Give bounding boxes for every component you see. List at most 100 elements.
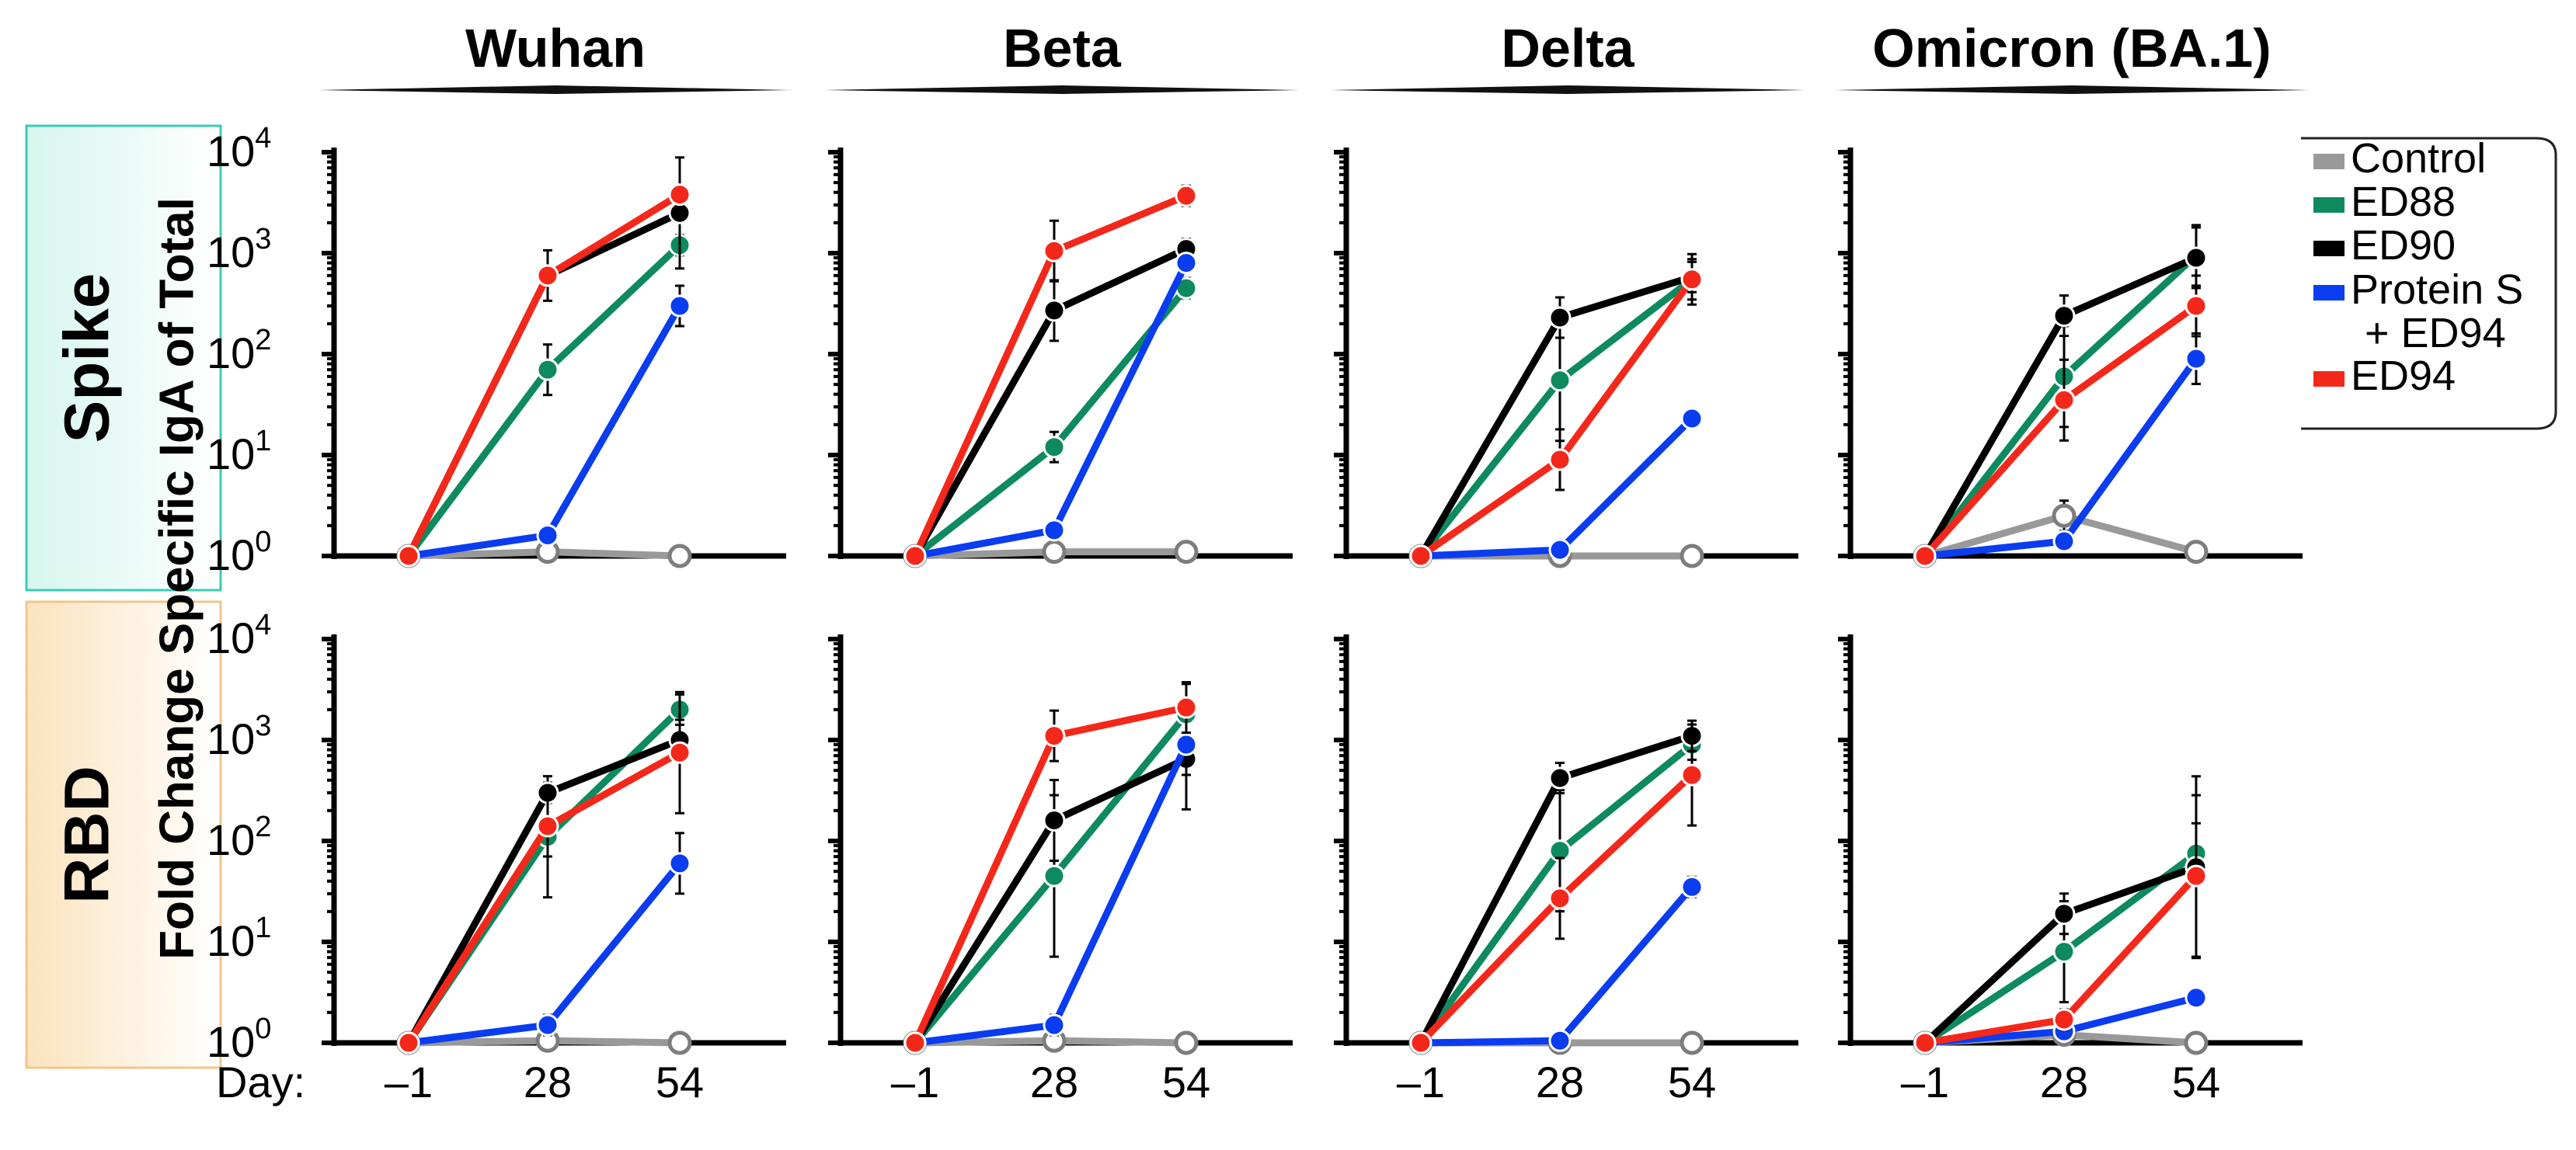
y-tick-label: 103 bbox=[207, 223, 271, 276]
series-ed94 bbox=[397, 183, 691, 568]
data-point bbox=[1043, 808, 1066, 832]
y-tick-exponent: 2 bbox=[255, 811, 271, 843]
legend-label: Control bbox=[2351, 135, 2486, 182]
y-tick-exponent: 3 bbox=[255, 223, 271, 255]
data-point bbox=[397, 1031, 420, 1054]
data-point bbox=[2052, 530, 2076, 553]
legend-swatch bbox=[2313, 285, 2345, 301]
data-point bbox=[1409, 1031, 1432, 1054]
x-axis-prefix: Day: bbox=[216, 1058, 305, 1107]
series-protein-s-ed94 bbox=[903, 252, 1198, 568]
y-tick-base: 10 bbox=[207, 1017, 255, 1066]
data-point bbox=[536, 264, 559, 287]
series-line bbox=[911, 245, 1190, 560]
data-point bbox=[2184, 540, 2209, 565]
y-tick-label: 102 bbox=[207, 811, 271, 864]
series-ed88 bbox=[397, 693, 691, 1054]
data-point bbox=[2052, 1008, 2076, 1031]
x-tick-label: –1 bbox=[385, 1058, 433, 1107]
legend-label: ED90 bbox=[2351, 222, 2456, 269]
y-tick-base: 10 bbox=[207, 228, 255, 276]
x-tick-label: –1 bbox=[1901, 1058, 1949, 1107]
data-point bbox=[2184, 246, 2208, 269]
series-line bbox=[911, 284, 1190, 560]
legend-frame bbox=[2301, 137, 2557, 430]
data-point bbox=[903, 544, 927, 568]
data-point bbox=[2184, 864, 2208, 888]
series-ed94 bbox=[903, 681, 1198, 1054]
data-point bbox=[536, 1013, 559, 1037]
y-tick-exponent: 1 bbox=[255, 912, 271, 944]
column-title-underline bbox=[1835, 85, 2309, 94]
data-point bbox=[2184, 294, 2208, 318]
y-tick-label: 101 bbox=[207, 425, 271, 478]
data-point bbox=[1174, 1030, 1199, 1055]
data-point bbox=[1548, 538, 1572, 561]
series-ed88 bbox=[1409, 258, 1704, 568]
data-point bbox=[2052, 304, 2076, 328]
x-tick-label: –1 bbox=[1397, 1058, 1445, 1107]
x-tick-label: 54 bbox=[656, 1058, 704, 1107]
data-point bbox=[1680, 407, 1704, 430]
x-tick-label: 54 bbox=[2172, 1058, 2220, 1107]
data-point bbox=[2052, 940, 2076, 964]
data-point bbox=[1043, 864, 1066, 888]
series-ed94 bbox=[903, 184, 1198, 568]
series-line bbox=[405, 241, 684, 560]
y-tick-base: 10 bbox=[207, 613, 255, 662]
data-point bbox=[668, 183, 691, 207]
column-title-underline bbox=[825, 85, 1299, 94]
y-tick-base: 10 bbox=[207, 530, 255, 579]
y-tick-exponent: 0 bbox=[255, 526, 271, 558]
data-point bbox=[1175, 184, 1198, 207]
data-point bbox=[668, 852, 691, 875]
series-line bbox=[911, 755, 1190, 1047]
data-point bbox=[1548, 448, 1572, 471]
data-point bbox=[2052, 388, 2076, 412]
data-point bbox=[668, 201, 691, 224]
data-point bbox=[1175, 733, 1198, 756]
data-point bbox=[1409, 544, 1432, 568]
y-tick-label: 101 bbox=[207, 912, 271, 965]
row-label: Spike bbox=[52, 273, 123, 443]
series-ed94 bbox=[1409, 723, 1704, 1054]
y-tick-base: 10 bbox=[207, 714, 255, 763]
y-tick-exponent: 1 bbox=[255, 425, 271, 457]
legend-label-line2: + ED94 bbox=[2365, 310, 2506, 356]
y-axis-title: Fold Change Specific IgA of Total bbox=[151, 197, 204, 960]
data-point bbox=[1548, 887, 1572, 910]
data-point bbox=[1680, 544, 1704, 568]
data-point bbox=[1043, 724, 1066, 748]
y-tick-label: 103 bbox=[207, 710, 271, 763]
data-point bbox=[536, 815, 559, 838]
x-tick-label: 28 bbox=[1536, 1058, 1584, 1107]
x-tick-label: –1 bbox=[891, 1058, 939, 1107]
data-point bbox=[1175, 696, 1198, 719]
data-point bbox=[2184, 347, 2208, 370]
data-point bbox=[1043, 436, 1066, 459]
x-tick-label: 54 bbox=[1162, 1058, 1210, 1107]
x-tick-label: 28 bbox=[2040, 1058, 2088, 1107]
legend-swatch bbox=[2313, 197, 2345, 213]
series-control bbox=[903, 540, 1199, 568]
series-protein-s-ed94 bbox=[397, 832, 691, 1054]
series-ed94 bbox=[1913, 794, 2208, 1054]
data-point bbox=[903, 1031, 927, 1054]
legend-label: Protein S bbox=[2351, 266, 2523, 313]
panel: –1 28 54 bbox=[1838, 634, 2303, 1107]
panel bbox=[828, 148, 1293, 568]
y-tick-exponent: 2 bbox=[255, 324, 271, 356]
data-point bbox=[536, 358, 559, 381]
series-ed94 bbox=[1409, 252, 1704, 568]
y-tick-label: 102 bbox=[207, 324, 271, 377]
row-label-box bbox=[25, 600, 222, 1069]
y-tick-exponent: 0 bbox=[255, 1013, 271, 1045]
column-title: Wuhan bbox=[465, 18, 646, 78]
data-point bbox=[2184, 1030, 2209, 1055]
y-tick-base: 10 bbox=[207, 328, 255, 377]
data-point bbox=[1548, 766, 1572, 790]
